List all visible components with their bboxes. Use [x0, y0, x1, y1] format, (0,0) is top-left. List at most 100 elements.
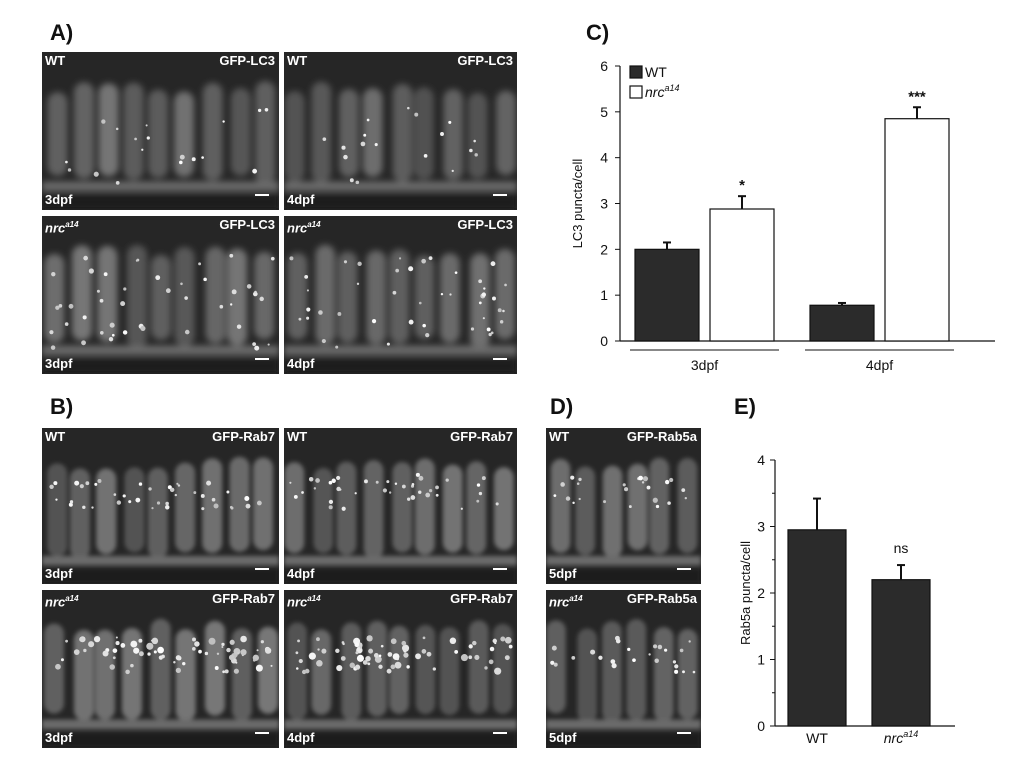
- genotype-label: nrca14: [549, 592, 583, 609]
- bar-nrc: [871, 579, 931, 727]
- marker-label: GFP-Rab5a: [626, 429, 697, 444]
- genotype-label: nrca14: [45, 592, 79, 609]
- chart-e-rab5a-puncta: 0 1 2 3 4 Rab5a puncta/cell WT ns nrca14: [738, 452, 955, 746]
- scale-bar: [493, 358, 507, 360]
- scale-bar: [493, 732, 507, 734]
- genotype-allele: a14: [307, 594, 321, 603]
- stage-label: 3dpf: [45, 730, 73, 745]
- genotype-label: nrca14: [45, 218, 79, 235]
- stage-label: 3dpf: [45, 566, 73, 581]
- genotype-label: WT: [287, 53, 308, 68]
- marker-label: GFP-LC3: [457, 217, 513, 232]
- stage-label: 4dpf: [287, 566, 315, 581]
- micrograph-texture: [284, 52, 517, 210]
- y-tick-label: 0: [757, 718, 765, 734]
- legend-swatch: [629, 85, 643, 99]
- micrograph-texture: [284, 216, 517, 374]
- panel-letter-e: E): [734, 394, 756, 419]
- genotype-label: nrca14: [287, 218, 321, 235]
- y-tick-label: 4: [600, 150, 608, 166]
- stage-label: 4dpf: [287, 192, 315, 207]
- micrograph-texture: [42, 590, 279, 748]
- micrograph-a-nrc-3dpf: nrca14 GFP-LC3 3dpf: [42, 216, 279, 374]
- micrograph-a-nrc-4dpf: nrca14 GFP-LC3 4dpf: [284, 216, 517, 374]
- genotype-label: WT: [549, 429, 570, 444]
- micrograph-a-wt-3dpf: WT GFP-LC3 3dpf: [42, 52, 279, 210]
- panel-letter-b: B): [50, 394, 74, 419]
- marker-label: GFP-Rab7: [212, 591, 275, 606]
- micrograph-texture: [284, 590, 517, 748]
- y-tick-label: 3: [757, 519, 765, 535]
- micrograph-b-nrc-3dpf: nrca14 GFP-Rab7 3dpf: [42, 590, 279, 748]
- y-tick-label: 3: [600, 196, 608, 212]
- bar-nrc-3dpf: [709, 208, 775, 342]
- stage-label: 5dpf: [549, 730, 577, 745]
- legend-label: nrca14: [645, 83, 679, 100]
- micrograph-b-nrc-4dpf: nrca14 GFP-Rab7 4dpf: [284, 590, 517, 748]
- micrograph-texture: [42, 428, 279, 584]
- marker-label: GFP-LC3: [219, 217, 275, 232]
- stage-label: 3dpf: [45, 192, 73, 207]
- y-tick-label: 1: [757, 652, 765, 668]
- genotype-name: nrc: [45, 594, 66, 610]
- bar-WT-4dpf: [809, 304, 875, 342]
- genotype-label: nrca14: [287, 592, 321, 609]
- genotype-allele: a14: [65, 220, 79, 229]
- y-tick-label: 1: [600, 287, 608, 303]
- y-tick-label: 0: [600, 333, 608, 349]
- genotype-label: WT: [287, 429, 308, 444]
- genotype-label: WT: [45, 53, 66, 68]
- micrograph-texture: [42, 216, 279, 374]
- group-label: 3dpf: [691, 357, 718, 373]
- stage-label: 5dpf: [549, 566, 577, 581]
- marker-label: GFP-LC3: [219, 53, 275, 68]
- y-tick-label: 5: [600, 104, 608, 120]
- genotype-name: nrc: [549, 594, 570, 610]
- x-category-label: nrca14: [884, 729, 918, 746]
- micrograph-b-wt-3dpf: WT GFP-Rab7 3dpf: [42, 428, 279, 584]
- legend-label: WT: [645, 64, 667, 80]
- bar-WT: [787, 529, 847, 727]
- marker-label: GFP-Rab7: [450, 591, 513, 606]
- micrograph-a-wt-4dpf: WT GFP-LC3 4dpf: [284, 52, 517, 210]
- x-category-label: WT: [806, 730, 828, 746]
- micrograph-b-wt-4dpf: WT GFP-Rab7 4dpf: [284, 428, 517, 584]
- scale-bar: [255, 358, 269, 360]
- marker-label: GFP-Rab7: [212, 429, 275, 444]
- scale-bar: [493, 568, 507, 570]
- micrograph-texture: [42, 52, 279, 210]
- y-tick-label: 2: [757, 585, 765, 601]
- genotype-name: nrc: [287, 594, 308, 610]
- panel-letter-c: C): [586, 20, 610, 45]
- scale-bar: [255, 732, 269, 734]
- scale-bar: [255, 194, 269, 196]
- bar-WT-3dpf: [634, 248, 700, 342]
- genotype-name: nrc: [45, 220, 66, 236]
- legend-swatch: [629, 65, 643, 79]
- micrograph-d-nrc-5dpf: nrca14 GFP-Rab5a 5dpf: [546, 590, 701, 748]
- stage-label: 4dpf: [287, 730, 315, 745]
- stage-label: 3dpf: [45, 356, 73, 371]
- genotype-allele: a14: [307, 220, 321, 229]
- micrograph-texture: [546, 428, 701, 584]
- panel-letter-d: D): [550, 394, 574, 419]
- y-tick-label: 2: [600, 241, 608, 257]
- scale-bar: [677, 568, 691, 570]
- scale-bar: [677, 732, 691, 734]
- genotype-allele: a14: [65, 594, 79, 603]
- micrograph-d-wt-5dpf: WT GFP-Rab5a 5dpf: [546, 428, 701, 584]
- y-tick-label: 6: [600, 58, 608, 74]
- group-label: 4dpf: [866, 357, 893, 373]
- marker-label: GFP-LC3: [457, 53, 513, 68]
- bar-nrc-4dpf: [884, 118, 950, 342]
- genotype-label: WT: [45, 429, 66, 444]
- scale-bar: [255, 568, 269, 570]
- micrograph-texture: [284, 428, 517, 584]
- genotype-name: nrc: [287, 220, 308, 236]
- marker-label: GFP-Rab7: [450, 429, 513, 444]
- genotype-allele: a14: [569, 594, 583, 603]
- panel-letter-a: A): [50, 20, 74, 45]
- stage-label: 4dpf: [287, 356, 315, 371]
- y-axis-label: Rab5a puncta/cell: [738, 541, 753, 645]
